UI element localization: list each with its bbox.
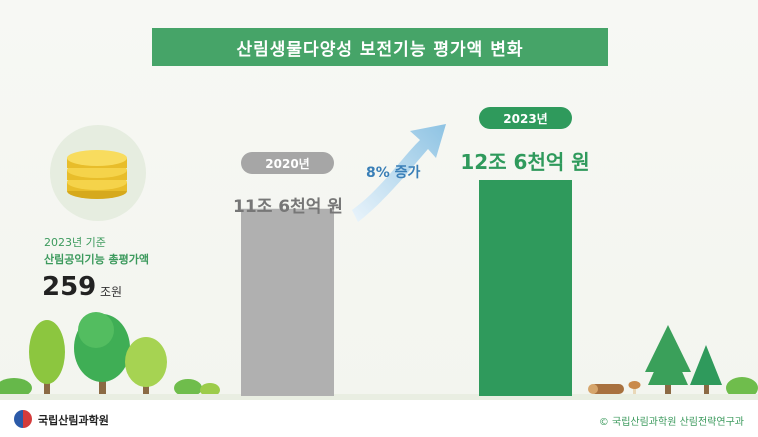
growth-arrow-icon: [352, 124, 446, 222]
summary-year: 2023년 기준: [44, 236, 106, 249]
bush-icon: [0, 378, 220, 398]
bush-icon: [726, 377, 758, 399]
mushroom-icon: [628, 381, 641, 394]
growth-label: 8% 증가: [366, 165, 421, 181]
footer: [0, 400, 758, 437]
log-icon: [588, 384, 624, 394]
data-label-2020: 11조 6천억 원: [233, 197, 343, 217]
summary-value: 259: [42, 272, 97, 302]
bar-series: [241, 180, 572, 396]
category-label-2023: 2023년: [479, 107, 572, 129]
tree-icon: [645, 325, 691, 395]
government-emblem-icon: [14, 410, 32, 428]
ground: [0, 394, 758, 400]
bar-2023: [479, 180, 572, 396]
tree-icon: [74, 312, 130, 395]
footer-credit: © 국립산림과학원 산림전략연구과: [598, 417, 744, 428]
tree-icon: [29, 320, 65, 395]
category-label-2020: 2020년: [241, 152, 334, 174]
coin-stack-icon: [67, 150, 127, 199]
chart-title: 산림생물다양성 보전기능 평가액 변화: [152, 28, 608, 66]
bar-2020: [241, 208, 334, 396]
summary-unit: 조원: [100, 285, 123, 299]
tree-icon: [690, 345, 722, 395]
summary-label: 산림공익기능 총평가액: [44, 253, 150, 266]
data-label-2023: 12조 6천억 원: [460, 150, 590, 174]
tree-icon: [125, 337, 167, 395]
footer-org: 국립산림과학원: [38, 414, 109, 427]
